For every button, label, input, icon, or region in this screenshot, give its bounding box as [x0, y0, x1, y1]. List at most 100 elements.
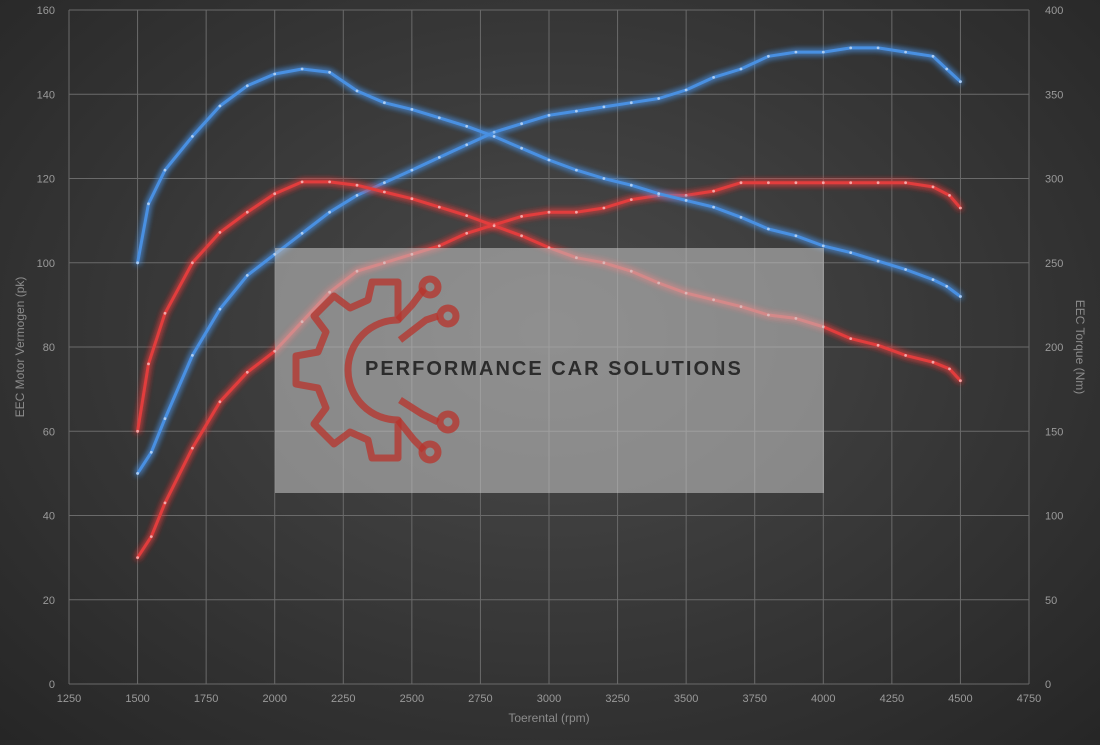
series-3-point: [959, 295, 962, 298]
series-3-point: [437, 116, 441, 120]
series-4-point: [273, 192, 277, 196]
series-1-point: [383, 181, 386, 185]
y-right-tick-label: 0: [1045, 679, 1051, 691]
series-2-point: [191, 446, 194, 450]
series-3-point: [218, 104, 222, 108]
series-4-point: [300, 180, 304, 184]
series-4-point: [931, 360, 935, 364]
series-3-point: [684, 199, 688, 202]
series-2-point: [629, 198, 633, 202]
series-1-point: [492, 130, 496, 134]
y-right-axis-title: EEC Torque (Nm): [1073, 300, 1087, 394]
x-tick-label: 4750: [1017, 693, 1041, 705]
series-1-point: [629, 101, 633, 105]
series-1-point: [328, 210, 331, 214]
series-3-point: [163, 168, 167, 172]
series-1-point: [218, 307, 222, 311]
watermark-panel: [275, 248, 824, 493]
series-1-point: [739, 67, 743, 71]
series-1-point: [163, 417, 167, 420]
series-1-point: [876, 46, 880, 50]
y-left-tick-label: 80: [43, 342, 55, 354]
series-3-point: [931, 278, 935, 281]
series-4-point: [383, 190, 386, 194]
series-4-point: [163, 311, 167, 315]
x-tick-label: 2500: [400, 693, 424, 705]
series-4-point: [245, 210, 249, 214]
y-right-axis-ticks: 0 50 100 150 200 250 300 350 400: [1045, 5, 1063, 691]
series-2-point: [794, 181, 798, 185]
series-lines: [136, 46, 962, 560]
gear-circuit-logo: [292, 275, 460, 464]
series-1-point: [547, 113, 551, 117]
y-right-tick-label: 150: [1045, 426, 1063, 438]
series-4-point: [437, 205, 441, 209]
series-4-point: [218, 231, 222, 234]
series-2-point: [520, 215, 523, 218]
y-right-tick-label: 400: [1045, 5, 1063, 17]
series-2-point: [959, 206, 962, 210]
series-2-point: [931, 185, 935, 189]
series-2-point: [602, 206, 606, 210]
x-tick-label: 1500: [125, 693, 149, 705]
series-1-point: [712, 76, 715, 79]
series-2-point: [821, 181, 825, 185]
series-1-point: [410, 168, 414, 172]
series-1-point: [437, 156, 441, 159]
series-2-point: [767, 181, 770, 185]
series-3-point: [821, 244, 825, 248]
series-1-point: [602, 105, 606, 109]
series-3-point: [547, 158, 551, 162]
series-4-point: [410, 197, 414, 201]
x-tick-label: 2000: [262, 693, 286, 705]
series-3-point: [657, 192, 661, 196]
series-2-point: [465, 231, 469, 235]
series-2-point: [547, 210, 551, 214]
series-1-point: [149, 450, 153, 454]
series-4-point: [959, 379, 962, 383]
series-4-point: [191, 261, 194, 265]
series-2-point: [437, 244, 441, 248]
series-2-point: [149, 535, 153, 538]
series-2-point: [904, 181, 907, 185]
y-left-tick-label: 160: [37, 5, 55, 17]
x-tick-label: 1250: [57, 693, 81, 705]
series-3-point: [849, 251, 853, 255]
series-1-point: [821, 50, 825, 54]
series-3-point: [136, 261, 140, 265]
series-1-point: [300, 231, 304, 235]
y-left-tick-label: 120: [37, 174, 55, 186]
x-tick-label: 3250: [605, 693, 629, 705]
series-1-point: [136, 472, 140, 475]
grid: [68, 9, 1030, 685]
series-2-point: [876, 181, 880, 185]
series-3-point: [794, 234, 798, 238]
series-2-point: [163, 501, 167, 505]
series-3-point: [147, 202, 150, 206]
series-1-point: [849, 46, 853, 50]
watermark: PERFORMANCE CAR SOLUTIONS: [275, 248, 824, 493]
series-3-point: [273, 72, 277, 76]
y-left-tick-label: 0: [49, 679, 55, 691]
series-2-point: [684, 194, 688, 197]
series-3-point: [945, 284, 949, 288]
series-1-point: [959, 80, 962, 83]
series-2-point: [575, 210, 578, 214]
y-left-tick-label: 40: [43, 511, 55, 523]
y-left-tick-label: 60: [43, 426, 55, 438]
x-tick-label: 2250: [331, 693, 355, 705]
series-3-point: [492, 135, 496, 138]
series-4-point: [328, 180, 331, 184]
series-4-point: [876, 343, 880, 347]
series-4-point: [948, 367, 951, 371]
series-4-point: [465, 214, 469, 218]
y-left-axis-ticks: 0 20 40 60 80 100 120 140 160: [37, 5, 55, 691]
series-1-point: [904, 50, 907, 54]
series-3-point: [300, 67, 304, 71]
y-left-tick-label: 140: [37, 89, 55, 101]
series-2-point: [948, 194, 951, 197]
y-right-tick-label: 300: [1045, 174, 1063, 186]
series-4-point: [147, 362, 150, 366]
series-3-point: [767, 227, 770, 231]
